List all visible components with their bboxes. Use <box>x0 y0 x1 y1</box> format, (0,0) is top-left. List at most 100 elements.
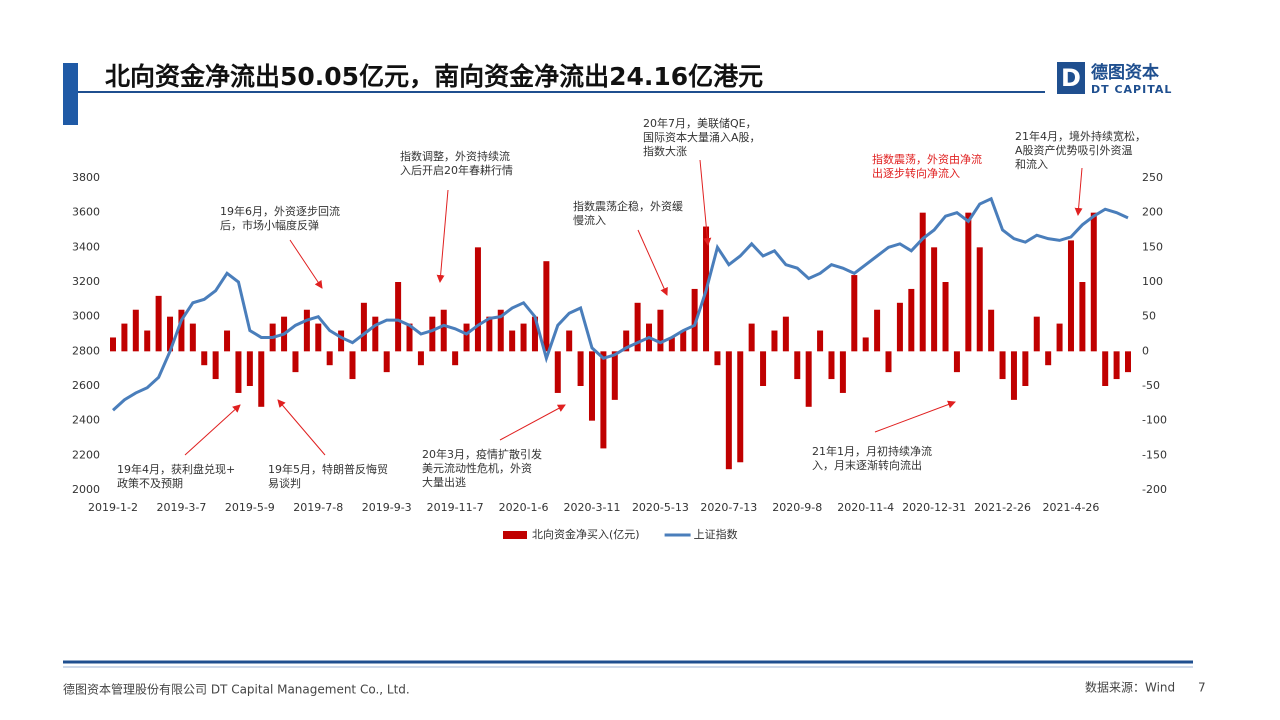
bar <box>338 330 345 352</box>
bar <box>395 282 402 352</box>
annotation: 入，月末逐渐转向流出 <box>812 458 922 472</box>
x-tick-label: 2020-12-31 <box>902 501 966 514</box>
legend-label: 北向资金净买入(亿元) <box>532 527 640 541</box>
bar <box>121 323 128 352</box>
annotation: 指数调整，外资持续流 <box>400 149 510 163</box>
y2-tick-label: 200 <box>1142 206 1163 219</box>
bar <box>1090 212 1097 352</box>
bar <box>167 316 174 352</box>
annotation-arrow <box>699 159 712 246</box>
bar <box>360 302 367 352</box>
x-tick-label: 2021-4-26 <box>1043 501 1100 514</box>
bar <box>132 309 139 352</box>
y-tick-label: 3600 <box>72 206 100 219</box>
y-tick-label: 2800 <box>72 344 100 357</box>
y2-tick-label: -50 <box>1142 379 1160 392</box>
bar <box>417 351 424 366</box>
annotation: 大量出逃 <box>422 475 466 489</box>
y2-tick-label: 150 <box>1142 240 1163 253</box>
y2-tick-label: 250 <box>1142 171 1163 184</box>
bar <box>680 330 687 352</box>
bar <box>953 351 960 373</box>
y-tick-label: 3200 <box>72 275 100 288</box>
annotation: 国际资本大量涌入A股， <box>643 130 761 144</box>
y-tick-label: 2200 <box>72 448 100 461</box>
annotation: 后，市场小幅度反弹 <box>220 218 319 232</box>
x-tick-label: 2021-2-26 <box>974 501 1031 514</box>
bar <box>235 351 242 393</box>
annotation: A股资产优势吸引外资温 <box>1015 143 1133 157</box>
bar <box>292 351 299 373</box>
annotation: 美元流动性危机，外资 <box>422 461 532 475</box>
footer-company: 德图资本管理股份有限公司 DT Capital Management Co., … <box>63 682 410 697</box>
bar <box>634 302 641 352</box>
logo-en: DT CAPITAL <box>1091 83 1172 96</box>
bar <box>144 330 151 352</box>
x-tick-label: 2019-7-8 <box>293 501 343 514</box>
logo-icon <box>1057 62 1085 94</box>
bar <box>520 323 527 352</box>
annotation-arrow <box>499 404 566 441</box>
title: 北向资金净流出50.05亿元，南向资金净流出24.16亿港元 <box>105 62 763 91</box>
x-tick-label: 2020-11-4 <box>837 501 894 514</box>
bar <box>189 323 196 352</box>
bar <box>737 351 744 463</box>
bar <box>794 351 801 380</box>
bar <box>1010 351 1017 400</box>
x-tick-label: 2019-3-7 <box>156 501 206 514</box>
x-tick-label: 2020-1-6 <box>499 501 549 514</box>
x-tick-label: 2020-3-11 <box>564 501 621 514</box>
y2-tick-label: 100 <box>1142 275 1163 288</box>
bar <box>976 247 983 352</box>
bar <box>725 351 732 470</box>
y-tick-label: 2400 <box>72 414 100 427</box>
bar <box>600 351 607 449</box>
bar <box>965 212 972 352</box>
annotation: 19年4月，获利盘兑现+ <box>117 462 235 476</box>
bar <box>554 351 561 393</box>
annotation: 21年4月，境外持续宽松， <box>1015 129 1146 143</box>
bar <box>326 351 333 366</box>
x-tick-label: 2019-5-9 <box>225 501 275 514</box>
bar <box>383 351 390 373</box>
bar <box>372 316 379 352</box>
x-tick-label: 2020-9-8 <box>772 501 822 514</box>
bar <box>874 309 881 352</box>
annotation: 慢流入 <box>573 213 606 227</box>
bar <box>782 316 789 352</box>
y2-tick-label: 50 <box>1142 310 1156 323</box>
bar <box>497 309 504 352</box>
x-tick-label: 2020-5-13 <box>632 501 689 514</box>
bar <box>839 351 846 393</box>
bar <box>201 351 208 366</box>
bar <box>440 309 447 352</box>
bar <box>885 351 892 373</box>
legend-swatch <box>503 531 527 539</box>
bar <box>623 330 630 352</box>
bar <box>896 302 903 352</box>
bar <box>531 316 538 352</box>
annotation: 19年6月，外资逐步回流 <box>220 204 340 218</box>
bar <box>828 351 835 380</box>
bar <box>315 323 322 352</box>
bar <box>577 351 584 386</box>
bar <box>748 323 755 352</box>
bar <box>1113 351 1120 380</box>
bar <box>1033 316 1040 352</box>
bar <box>1022 351 1029 386</box>
y2-tick-label: -200 <box>1142 483 1167 496</box>
bar <box>691 288 698 352</box>
bar <box>429 316 436 352</box>
annotation-arrow <box>637 229 668 296</box>
y-tick-label: 2000 <box>72 483 100 496</box>
bar <box>155 295 162 352</box>
annotation-arrow <box>1074 167 1083 216</box>
bar <box>509 330 516 352</box>
y2-tick-label: -100 <box>1142 414 1167 427</box>
bar <box>1102 351 1109 386</box>
annotation-arrow <box>874 400 956 433</box>
bar <box>908 288 915 352</box>
y-tick-label: 2600 <box>72 379 100 392</box>
bar <box>474 247 481 352</box>
annotation: 21年1月，月初持续净流 <box>812 444 932 458</box>
